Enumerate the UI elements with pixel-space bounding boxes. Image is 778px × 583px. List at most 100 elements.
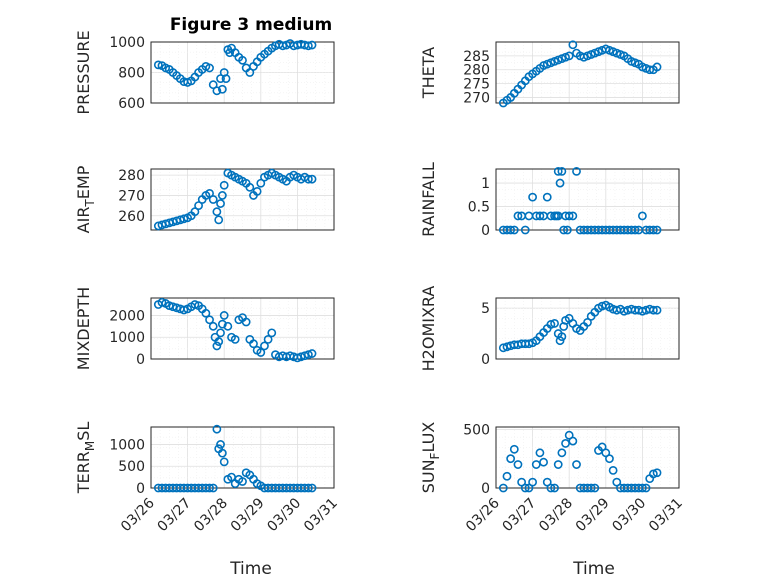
data-point [564, 211, 574, 221]
x-tick-label: 03/29 [228, 495, 268, 535]
data-point [550, 483, 559, 493]
data-point [179, 214, 189, 224]
data-point [190, 207, 200, 217]
y-tick-label: 2000 [109, 308, 145, 324]
data-point [307, 174, 317, 184]
axes-box [495, 297, 680, 360]
data-point [217, 84, 227, 94]
data-point [217, 191, 227, 200]
data-point [502, 471, 512, 481]
data-point [201, 308, 211, 318]
data-point [572, 460, 581, 469]
data-point [303, 174, 313, 184]
x-tick-label: 03/28 [536, 495, 576, 535]
data-point [648, 305, 658, 315]
data-point [212, 86, 222, 96]
data-point [241, 317, 251, 327]
data-point [557, 332, 567, 342]
data-point [555, 336, 565, 346]
panel-1: 600 800 1000 PRESSURE [74, 30, 335, 115]
data-point [205, 63, 214, 73]
y-tick-label: 280 [118, 168, 145, 184]
x-tick-label: 03/27 [155, 495, 195, 535]
data-point [252, 186, 262, 196]
data-point [568, 40, 578, 50]
data-point [230, 334, 240, 344]
data-point [208, 483, 218, 493]
x-axis-label-left: Time [229, 559, 272, 579]
data-point [590, 483, 600, 493]
y-tick-label: 270 [463, 90, 490, 106]
x-tick-label: 03/28 [191, 495, 231, 535]
data-point [564, 51, 574, 61]
x-tick-label: 03/31 [646, 495, 686, 535]
y-axis-label: RAINFALL [419, 162, 438, 237]
data-point [216, 74, 225, 83]
data-point [219, 457, 229, 467]
data-point [307, 483, 317, 493]
data-point [559, 225, 569, 235]
data-point [520, 225, 530, 235]
data-point [216, 328, 225, 338]
y-axis-label: PRESSURE [74, 30, 93, 114]
data-point [303, 483, 313, 493]
panel-4: 0 0.5 1 RAINFALL [419, 162, 680, 239]
data-point [524, 339, 534, 349]
data-point [212, 207, 222, 217]
y-tick-label: 0 [481, 481, 490, 497]
y-tick-label: 1000 [109, 35, 145, 51]
axes-box [150, 426, 335, 489]
data-point [205, 315, 214, 325]
y-tick-label: 285 [463, 49, 490, 65]
data-point [557, 166, 567, 176]
x-tick-label: 03/26 [463, 495, 503, 535]
data-point [219, 311, 229, 320]
y-tick-label: 0 [136, 352, 145, 368]
y-tick-label: 0 [481, 352, 490, 368]
data-point [535, 211, 545, 221]
data-point [249, 339, 258, 349]
data-point [528, 477, 537, 487]
data-point [303, 41, 313, 51]
data-point [535, 448, 545, 458]
data-point [553, 166, 563, 176]
data-point [225, 48, 235, 58]
y-axis-label: THETA [419, 47, 438, 99]
y-tick-label: 500 [118, 459, 145, 475]
data-point [217, 448, 227, 458]
panel-6: 0 5 H2OMIXRA [419, 286, 680, 371]
data-point [223, 321, 233, 331]
data-point [568, 211, 578, 221]
x-tick-label: 03/30 [264, 495, 304, 535]
y-tick-label: 0 [136, 481, 145, 497]
data-point [553, 211, 563, 221]
data-point [652, 62, 662, 72]
data-point [212, 424, 222, 434]
axes-box [150, 41, 335, 104]
figure-title: Figure 3 medium [170, 15, 332, 35]
data-point [641, 483, 651, 493]
x-axis-label-right: Time [572, 559, 615, 579]
y-tick-label: 280 [463, 63, 490, 79]
data-point [498, 483, 508, 493]
data-point [214, 215, 224, 225]
data-point [217, 319, 227, 329]
y-tick-label: 5 [481, 301, 490, 317]
y-tick-label: 270 [118, 188, 145, 204]
data-point [568, 436, 578, 446]
data-point [153, 60, 163, 70]
x-tick-label: 03/30 [609, 495, 649, 535]
y-tick-label: 1 [481, 176, 490, 192]
data-point [194, 201, 203, 210]
data-point [638, 211, 647, 221]
data-point [557, 448, 567, 458]
y-axis-label: MIXDEPTH [74, 287, 93, 370]
data-point [539, 457, 548, 467]
data-point [214, 337, 224, 346]
data-point [509, 225, 519, 235]
data-point [219, 180, 229, 190]
axes-box [150, 297, 335, 360]
